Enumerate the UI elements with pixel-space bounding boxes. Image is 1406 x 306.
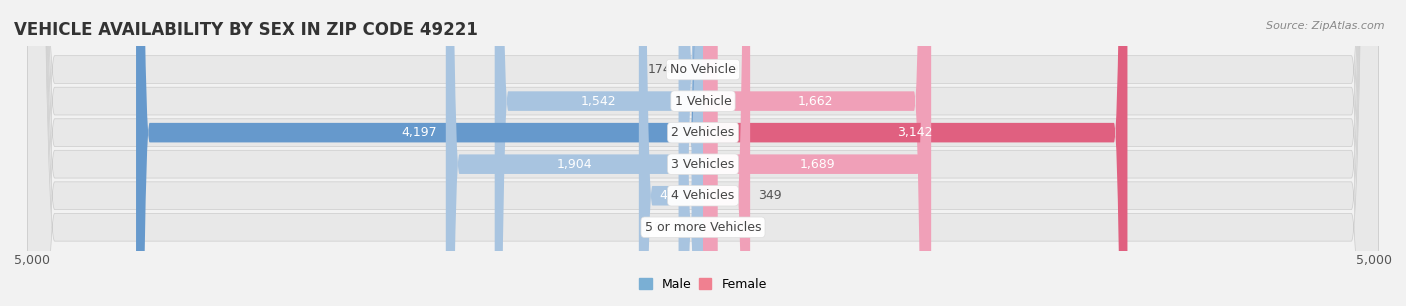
Text: 174: 174 [648,63,672,76]
Text: 5,000: 5,000 [14,254,51,267]
Text: 1 Vehicle: 1 Vehicle [675,95,731,108]
Text: VEHICLE AVAILABILITY BY SEX IN ZIP CODE 49221: VEHICLE AVAILABILITY BY SEX IN ZIP CODE … [14,21,478,39]
FancyBboxPatch shape [702,0,717,306]
FancyBboxPatch shape [703,0,1128,306]
Text: 1,904: 1,904 [557,158,592,171]
FancyBboxPatch shape [28,0,1378,306]
Text: 181: 181 [647,221,671,234]
FancyBboxPatch shape [703,0,717,306]
Text: 4 Vehicles: 4 Vehicles [672,189,734,202]
FancyBboxPatch shape [28,0,1378,306]
Legend: Male, Female: Male, Female [634,273,772,296]
FancyBboxPatch shape [28,0,1378,306]
FancyBboxPatch shape [703,0,928,306]
Text: 89: 89 [723,63,740,76]
Text: 109: 109 [725,221,749,234]
FancyBboxPatch shape [679,0,703,306]
Text: 2 Vehicles: 2 Vehicles [672,126,734,139]
Text: No Vehicle: No Vehicle [671,63,735,76]
Text: Source: ZipAtlas.com: Source: ZipAtlas.com [1267,21,1385,32]
Text: 475: 475 [659,189,683,202]
FancyBboxPatch shape [703,0,751,306]
FancyBboxPatch shape [638,0,703,306]
Text: 349: 349 [758,189,782,202]
FancyBboxPatch shape [703,0,931,306]
FancyBboxPatch shape [495,0,703,306]
Text: 1,542: 1,542 [581,95,617,108]
FancyBboxPatch shape [28,0,1378,306]
FancyBboxPatch shape [679,0,703,306]
Text: 1,689: 1,689 [799,158,835,171]
FancyBboxPatch shape [28,0,1378,306]
Text: 3 Vehicles: 3 Vehicles [672,158,734,171]
FancyBboxPatch shape [136,0,703,306]
Text: 3,142: 3,142 [897,126,934,139]
FancyBboxPatch shape [28,0,1378,306]
Text: 4,197: 4,197 [402,126,437,139]
Text: 5 or more Vehicles: 5 or more Vehicles [645,221,761,234]
Text: 5,000: 5,000 [1355,254,1392,267]
Text: 1,662: 1,662 [797,95,832,108]
FancyBboxPatch shape [446,0,703,306]
